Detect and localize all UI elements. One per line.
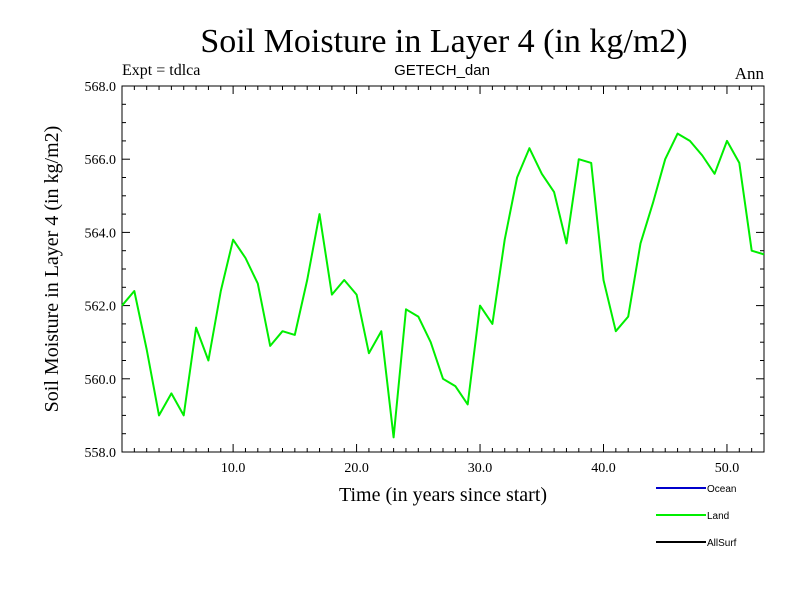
legend-label-land: Land <box>707 511 729 522</box>
legend-label-ocean: Ocean <box>707 484 736 495</box>
y-axis-title: Soil Moisture in Layer 4 (in kg/m2) <box>41 126 63 413</box>
x-axis-title: Time (in years since start) <box>339 484 547 506</box>
x-tick-label: 30.0 <box>468 461 493 476</box>
x-tick-label: 40.0 <box>591 461 616 476</box>
series-group <box>121 132 765 439</box>
y-tick-label: 564.0 <box>85 226 117 241</box>
y-tick-label: 560.0 <box>85 373 117 388</box>
y-tick-label: 568.0 <box>85 80 117 95</box>
chart-title: Soil Moisture in Layer 4 (in kg/m2) <box>200 23 687 60</box>
x-tick-label: 10.0 <box>221 461 246 476</box>
x-tick-label: 50.0 <box>715 461 740 476</box>
experiment-label: Expt = tdlca <box>122 62 200 79</box>
season-label: Ann <box>735 64 765 83</box>
y-axis: 558.0 560.0 562.0 564.0 566.0 568.0 <box>85 80 764 461</box>
legend-label-allsurf: AllSurf <box>707 538 737 549</box>
model-label: GETECH_dan <box>394 62 490 79</box>
series-line-land <box>121 132 765 439</box>
y-tick-label: 558.0 <box>85 446 117 461</box>
plot-frame <box>121 85 765 453</box>
x-tick-label: 20.0 <box>344 461 369 476</box>
y-tick-label: 566.0 <box>85 153 117 168</box>
y-tick-label: 562.0 <box>85 300 117 315</box>
x-axis: 10.0 20.0 30.0 40.0 50.0 <box>121 86 765 476</box>
legend: Ocean Land AllSurf <box>656 484 737 549</box>
